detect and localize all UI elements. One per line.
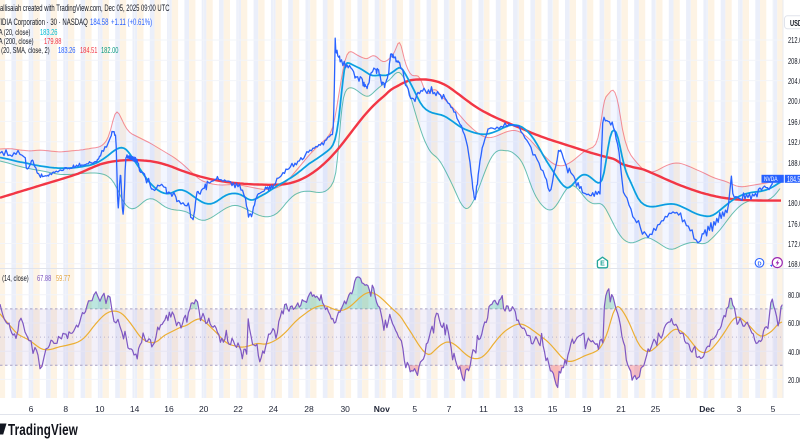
svg-text:D: D <box>757 261 761 267</box>
svg-text:E: E <box>600 261 605 268</box>
